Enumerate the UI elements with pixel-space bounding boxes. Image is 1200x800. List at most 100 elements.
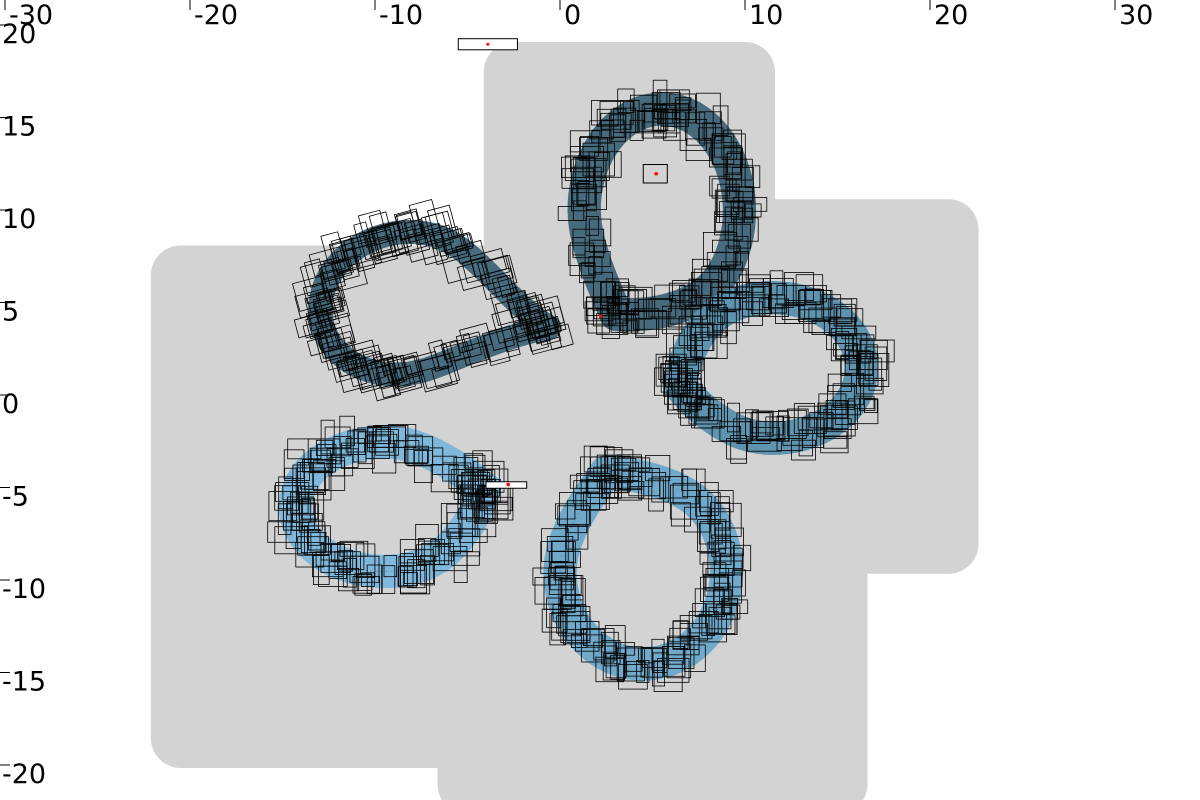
sample-box [715, 604, 741, 620]
sample-box [589, 446, 615, 477]
sample-box [731, 207, 754, 224]
sample-box [744, 203, 762, 218]
sample-box [784, 271, 814, 301]
y-tick-label-1: 15 [2, 112, 36, 143]
sample-box [305, 316, 324, 340]
sample-box [583, 280, 616, 309]
sample-box [666, 643, 692, 679]
sample-box [820, 404, 843, 431]
sample-box [844, 345, 858, 376]
sample-box [393, 208, 424, 241]
sample-box [433, 343, 453, 370]
sample-box [687, 324, 715, 351]
sample-box [601, 475, 622, 499]
sample-box [455, 332, 474, 354]
sample-box [497, 274, 516, 298]
sample-box [847, 398, 879, 425]
sample-box [315, 288, 337, 314]
sample-box [345, 353, 368, 388]
sample-box [657, 658, 690, 683]
sample-box [762, 278, 794, 309]
sample-box [477, 488, 495, 524]
sample-box [717, 183, 740, 217]
sample-box [488, 325, 516, 351]
sample-box [405, 434, 423, 466]
sample-box [473, 460, 505, 493]
sample-box [313, 327, 349, 364]
sample-box [714, 135, 732, 158]
sample-box [703, 231, 738, 267]
sample-box [442, 462, 472, 482]
sample-box [584, 250, 611, 267]
sample-box [375, 366, 405, 389]
sample-box [352, 429, 367, 463]
sample-box [685, 138, 712, 161]
agent-marker [506, 482, 511, 487]
sample-box [367, 425, 382, 442]
sample-box [579, 263, 595, 284]
sample-box [451, 551, 480, 566]
sample-box [518, 301, 560, 337]
sample-box [712, 133, 746, 166]
sample-box [591, 100, 624, 126]
sample-box [318, 565, 348, 587]
sample-box [720, 310, 737, 345]
sample-box [682, 468, 697, 498]
sample-box [442, 340, 472, 364]
sample-box [354, 573, 372, 596]
sample-box [711, 534, 731, 558]
sample-box [448, 464, 469, 490]
sample-box [672, 109, 697, 124]
sample-box [392, 365, 416, 392]
sample-box [680, 290, 697, 307]
sample-box [548, 575, 582, 595]
sample-box [652, 661, 666, 687]
sample-box [604, 449, 634, 484]
sample-box [723, 129, 742, 148]
sample-box [832, 383, 856, 408]
sample-box [317, 257, 353, 283]
sample-box [747, 438, 782, 452]
sample-box [317, 307, 341, 329]
sample-box [685, 358, 699, 376]
sample-box [685, 304, 716, 324]
sample-box [707, 408, 722, 422]
sample-box [334, 551, 361, 575]
sample-box [560, 611, 591, 644]
sample-box [638, 647, 653, 664]
sample-box [575, 158, 607, 188]
sample-box [635, 317, 657, 337]
sample-box [569, 242, 595, 276]
sample-box [342, 339, 379, 372]
sample-box [462, 331, 488, 368]
sample-box [684, 644, 706, 672]
sample-box [723, 145, 743, 176]
sample-box [555, 503, 576, 520]
workspace-region [150, 42, 979, 800]
sample-box [695, 495, 713, 517]
y-tick-label-8: -20 [2, 759, 46, 790]
sample-box [821, 294, 842, 318]
sample-box [617, 290, 645, 312]
sample-box [782, 417, 818, 446]
sample-box [339, 415, 355, 446]
sample-box [267, 521, 297, 543]
sample-box [476, 490, 498, 524]
sample-box [776, 438, 803, 451]
sample-box [304, 458, 330, 490]
sample-box [662, 355, 680, 385]
sample-box [397, 566, 414, 587]
sample-box [668, 282, 690, 302]
sample-box [481, 328, 511, 367]
sample-box [721, 599, 749, 614]
sample-box [804, 288, 821, 306]
lobe-centerline [559, 470, 727, 665]
sample-box [694, 399, 725, 429]
sample-box [341, 236, 381, 267]
sample-box [733, 197, 768, 212]
sample-box [572, 237, 586, 256]
sample-box [557, 205, 585, 221]
sample-box [540, 541, 574, 574]
sample-box [644, 107, 669, 131]
